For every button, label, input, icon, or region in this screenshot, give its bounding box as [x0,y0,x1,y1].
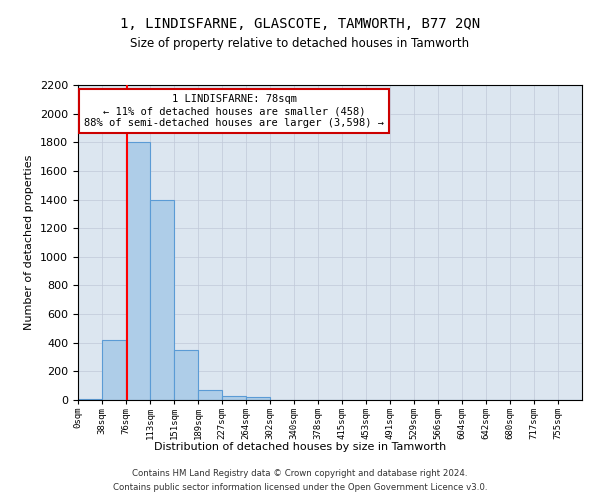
Bar [78,398,102,400]
Bar [246,397,270,400]
Y-axis label: Number of detached properties: Number of detached properties [25,155,34,330]
Text: Contains HM Land Registry data © Crown copyright and database right 2024.: Contains HM Land Registry data © Crown c… [132,468,468,477]
Bar [102,340,126,400]
Text: Distribution of detached houses by size in Tamworth: Distribution of detached houses by size … [154,442,446,452]
Bar [150,200,174,400]
Text: Size of property relative to detached houses in Tamworth: Size of property relative to detached ho… [130,38,470,51]
Bar [126,142,150,400]
Bar [198,390,222,400]
Bar [174,350,198,400]
Bar [222,396,246,400]
Text: 1 LINDISFARNE: 78sqm
← 11% of detached houses are smaller (458)
88% of semi-deta: 1 LINDISFARNE: 78sqm ← 11% of detached h… [84,94,384,128]
Text: Contains public sector information licensed under the Open Government Licence v3: Contains public sector information licen… [113,484,487,492]
Text: 1, LINDISFARNE, GLASCOTE, TAMWORTH, B77 2QN: 1, LINDISFARNE, GLASCOTE, TAMWORTH, B77 … [120,18,480,32]
